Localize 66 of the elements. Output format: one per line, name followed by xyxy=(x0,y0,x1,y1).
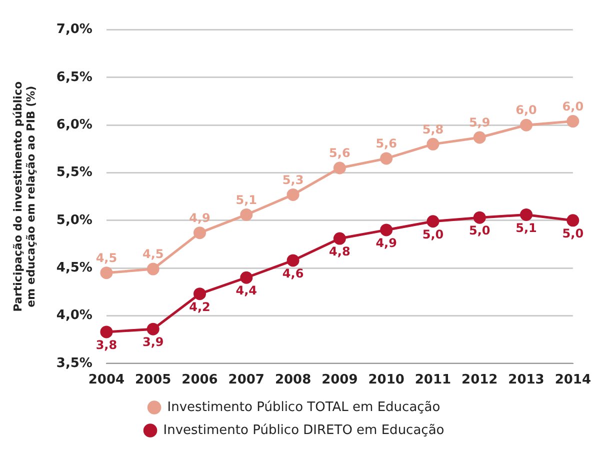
point xyxy=(146,262,160,276)
point xyxy=(240,271,253,284)
data-label: 5,6 xyxy=(376,136,397,151)
data-label: 3,8 xyxy=(96,338,118,352)
y-tick-label: 5,5% xyxy=(56,165,92,180)
x-tick-label: 2009 xyxy=(322,372,358,388)
point xyxy=(380,224,393,236)
y-tick-label: 5,0% xyxy=(56,212,92,228)
data-label: 4,5 xyxy=(142,247,164,262)
point xyxy=(193,226,206,240)
point xyxy=(333,232,346,245)
point xyxy=(333,162,346,174)
data-label: 5,6 xyxy=(329,146,350,160)
point xyxy=(566,214,580,227)
data-label: 4,4 xyxy=(236,284,258,298)
y-tick-label: 6,5% xyxy=(56,70,92,85)
data-label: 3,9 xyxy=(142,335,164,350)
data-label: 5,0 xyxy=(468,224,490,238)
point xyxy=(566,115,580,128)
data-label: 5,8 xyxy=(422,122,444,136)
x-tick-label: 2013 xyxy=(508,372,544,388)
point xyxy=(380,152,393,165)
legend-label: Investimento Público TOTAL em Educação xyxy=(167,400,440,415)
data-label: 4,5 xyxy=(96,250,118,265)
x-tick-label: 2010 xyxy=(368,372,404,388)
point xyxy=(240,208,253,221)
data-label: 6,0 xyxy=(562,99,584,114)
y-tick-label: 7,0% xyxy=(56,22,92,38)
point xyxy=(473,211,486,224)
data-label: 5,0 xyxy=(562,226,584,241)
x-tick-label: 2011 xyxy=(414,372,452,388)
point xyxy=(520,208,533,221)
x-tick-label: 2014 xyxy=(554,372,592,388)
y-tick-label: 4,0% xyxy=(56,308,92,324)
point xyxy=(520,118,533,132)
data-label: 5,3 xyxy=(282,172,304,187)
data-label: 5,9 xyxy=(468,116,490,130)
point xyxy=(100,266,113,280)
point xyxy=(286,254,300,267)
data-label: 4,2 xyxy=(189,300,210,314)
legend-label: Investimento Público DIRETO em Educação xyxy=(163,422,444,438)
x-tick-label: 2005 xyxy=(135,372,172,388)
y-tick-label: 3,5% xyxy=(56,356,92,371)
x-tick-label: 2008 xyxy=(274,372,312,388)
data-label: 6,0 xyxy=(516,103,537,118)
point xyxy=(146,322,160,336)
data-label: 5,1 xyxy=(516,220,537,235)
point xyxy=(426,138,440,150)
point xyxy=(100,326,113,338)
point xyxy=(193,288,206,300)
data-label: 4,9 xyxy=(376,236,397,250)
point xyxy=(426,215,440,228)
y-tick-label: 6,0% xyxy=(56,117,92,132)
data-label: 4,6 xyxy=(282,266,304,281)
x-tick-label: 2004 xyxy=(88,372,125,388)
point xyxy=(473,131,486,144)
data-label: 4,9 xyxy=(189,210,210,225)
y-axis-title: Participação do investimento público em educação em relação ao PIB (%) xyxy=(11,81,38,312)
data-label: 4,8 xyxy=(329,244,350,259)
data-label: 5,1 xyxy=(236,192,258,207)
x-tick-label: 2006 xyxy=(182,372,218,388)
x-tick-label: 2007 xyxy=(228,372,264,388)
data-label: 5,0 xyxy=(422,228,444,242)
x-tick-label: 2012 xyxy=(462,372,498,388)
point xyxy=(286,188,300,201)
y-tick-label: 4,5% xyxy=(56,260,92,276)
